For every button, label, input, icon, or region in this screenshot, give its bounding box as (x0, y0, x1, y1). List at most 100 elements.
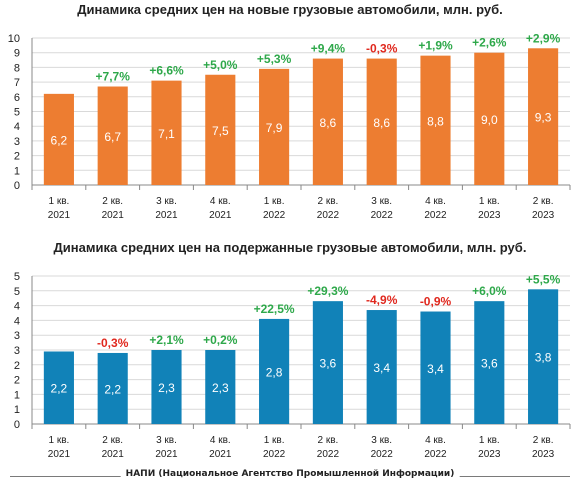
y-tick-label: 10 (8, 33, 20, 45)
bar-value-label: 9,3 (535, 111, 552, 125)
bar (474, 301, 505, 424)
x-tick-label-year: 2022 (263, 449, 286, 460)
bar-value-label: 8,8 (427, 114, 444, 128)
x-tick-label-year: 2022 (371, 210, 394, 221)
y-tick-label: 2 (14, 151, 20, 163)
x-tick-label-quarter: 3 кв. (371, 196, 392, 207)
bar (528, 48, 559, 185)
bar-value-label: 8,6 (320, 116, 337, 130)
bar-value-label: 3,4 (427, 362, 444, 376)
change-label: -0,3% (97, 336, 129, 350)
y-tick-label: 1 (14, 165, 20, 177)
y-tick-label: 6 (14, 92, 20, 104)
x-tick-label-year: 2021 (102, 449, 125, 460)
x-tick-label-year: 2021 (48, 449, 71, 460)
y-tick-label: 0 (14, 419, 20, 431)
bar (528, 289, 559, 424)
change-label: +2,6% (472, 36, 507, 50)
x-tick-label-quarter: 3 кв. (156, 435, 177, 446)
change-label: +2,1% (149, 333, 184, 347)
bar (151, 80, 182, 185)
bar (259, 318, 290, 424)
y-tick-label: 9 (14, 48, 20, 60)
y-tick-label: 5 (14, 107, 20, 119)
x-tick-label-year: 2021 (155, 210, 178, 221)
bar (420, 55, 451, 185)
bar (205, 74, 236, 185)
y-tick-label: 4 (14, 301, 20, 313)
x-tick-label-quarter: 2 кв. (102, 435, 123, 446)
bar (474, 52, 505, 186)
x-tick-label-quarter: 4 кв. (425, 196, 446, 207)
x-tick-label-quarter: 1 кв. (479, 435, 500, 446)
y-tick-label: 3 (14, 330, 20, 342)
x-tick-label-year: 2021 (209, 210, 232, 221)
y-tick-label: 4 (14, 315, 20, 327)
change-label: +5,3% (257, 52, 292, 66)
y-tick-label: 0 (14, 180, 20, 192)
x-tick-label-year: 2021 (48, 210, 71, 221)
chart-title-used-trucks: Динамика средних цен на подержанные груз… (53, 240, 527, 255)
x-tick-label-year: 2023 (532, 449, 555, 460)
footer: НАПИ (Национальное Агентство Промышленно… (0, 467, 580, 485)
y-tick-label: 7 (14, 77, 20, 89)
bar-value-label: 3,6 (481, 357, 498, 371)
change-label: +5,0% (203, 58, 238, 72)
bar-value-label: 3,6 (320, 357, 337, 371)
bar (151, 350, 182, 424)
x-tick-label-quarter: 2 кв. (102, 196, 123, 207)
y-tick-label: 8 (14, 62, 20, 74)
bar-value-label: 7,9 (266, 121, 283, 135)
bar-value-label: 9,0 (481, 113, 498, 127)
x-tick-label-quarter: 2 кв. (317, 435, 338, 446)
bar (366, 310, 397, 424)
bar-value-label: 3,4 (373, 361, 390, 375)
bar-value-label: 2,2 (51, 382, 68, 396)
bar-value-label: 6,7 (104, 130, 121, 144)
x-tick-label-year: 2021 (102, 210, 125, 221)
bar (259, 68, 290, 185)
x-tick-label-year: 2022 (424, 449, 447, 460)
y-tick-label: 5 (14, 271, 20, 283)
change-label: +22,5% (254, 302, 295, 316)
change-label: +9,4% (311, 42, 346, 56)
x-tick-label-year: 2022 (317, 449, 340, 460)
y-tick-label: 2 (14, 375, 20, 387)
x-tick-label-quarter: 4 кв. (210, 435, 231, 446)
x-tick-label-quarter: 1 кв. (264, 196, 285, 207)
bar (312, 301, 343, 424)
change-label: +29,3% (307, 284, 348, 298)
change-label: +6,6% (149, 64, 184, 78)
x-tick-label-year: 2022 (263, 210, 286, 221)
x-tick-label-quarter: 3 кв. (371, 435, 392, 446)
x-tick-label-quarter: 2 кв. (317, 196, 338, 207)
x-tick-label-year: 2021 (209, 449, 232, 460)
bar-value-label: 6,2 (51, 133, 68, 147)
bar-value-label: 2,3 (212, 381, 229, 395)
y-tick-label: 1 (14, 404, 20, 416)
x-tick-label-year: 2023 (532, 210, 555, 221)
x-tick-label-year: 2022 (317, 210, 340, 221)
bar-value-label: 3,8 (535, 351, 552, 365)
x-tick-label-quarter: 1 кв. (48, 196, 69, 207)
x-tick-label-quarter: 4 кв. (210, 196, 231, 207)
bar (97, 86, 128, 185)
x-tick-label-year: 2023 (478, 210, 501, 221)
bar (97, 352, 128, 424)
x-tick-label-quarter: 1 кв. (48, 435, 69, 446)
change-label: +7,7% (96, 70, 131, 84)
bar (312, 58, 343, 185)
y-tick-label: 2 (14, 360, 20, 372)
footer-source: НАПИ (Национальное Агентство Промышленно… (120, 469, 460, 479)
change-label: +0,2% (203, 333, 238, 347)
x-tick-label-year: 2023 (478, 449, 501, 460)
bar-value-label: 2,3 (158, 381, 175, 395)
y-tick-label: 3 (14, 345, 20, 357)
x-tick-label-year: 2021 (155, 449, 178, 460)
change-label: -4,9% (366, 293, 398, 307)
x-tick-label-quarter: 1 кв. (264, 435, 285, 446)
y-tick-label: 1 (14, 389, 20, 401)
bar (205, 350, 236, 424)
